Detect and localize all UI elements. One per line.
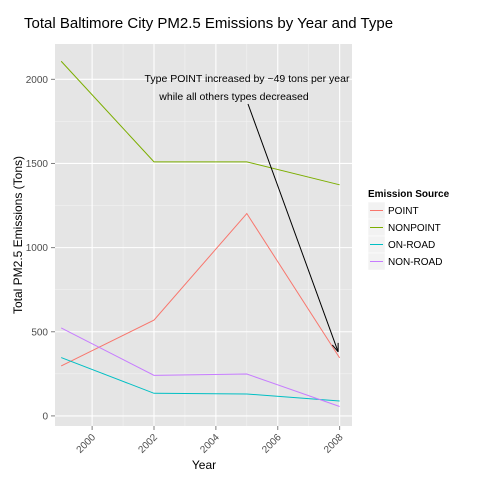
annotation-line-1: Type POINT increased by ~49 tons per yea…	[145, 73, 350, 85]
legend-label: ON-ROAD	[388, 240, 435, 251]
y-tick-label: 2000	[26, 75, 49, 86]
legend-item-point: POINT	[368, 202, 419, 219]
x-tick-label: 2008	[322, 432, 346, 456]
legend-label: NONPOINT	[388, 223, 441, 234]
legend-item-on-road: ON-ROAD	[368, 236, 435, 253]
y-axis-title: Total PM2.5 Emissions (Tons)	[11, 156, 25, 314]
y-tick-label: 1000	[26, 243, 49, 254]
x-axis-title: Year	[192, 458, 216, 472]
legend-item-nonpoint: NONPOINT	[368, 219, 441, 236]
x-tick-label: 2006	[260, 432, 284, 456]
y-tick-label: 0	[42, 411, 48, 422]
legend-item-non-road: NON-ROAD	[368, 253, 442, 270]
y-tick-label: 1500	[26, 159, 49, 170]
legend-label: POINT	[388, 206, 419, 217]
legend: Emission Source POINT NONPOINT ON-ROAD NON-…	[368, 189, 450, 270]
chart-title: Total Baltimore City PM2.5 Emissions by …	[24, 15, 393, 32]
x-tick-label: 2000	[75, 432, 99, 456]
legend-label: NON-ROAD	[388, 257, 442, 268]
x-tick-label: 2002	[136, 432, 160, 456]
legend-items: POINT NONPOINT ON-ROAD NON-ROAD	[368, 202, 442, 270]
annotation-line-2: while all others types decreased	[158, 91, 309, 103]
x-tick-label: 2004	[198, 432, 222, 456]
y-tick-label: 500	[31, 327, 48, 338]
legend-title: Emission Source	[368, 189, 450, 200]
